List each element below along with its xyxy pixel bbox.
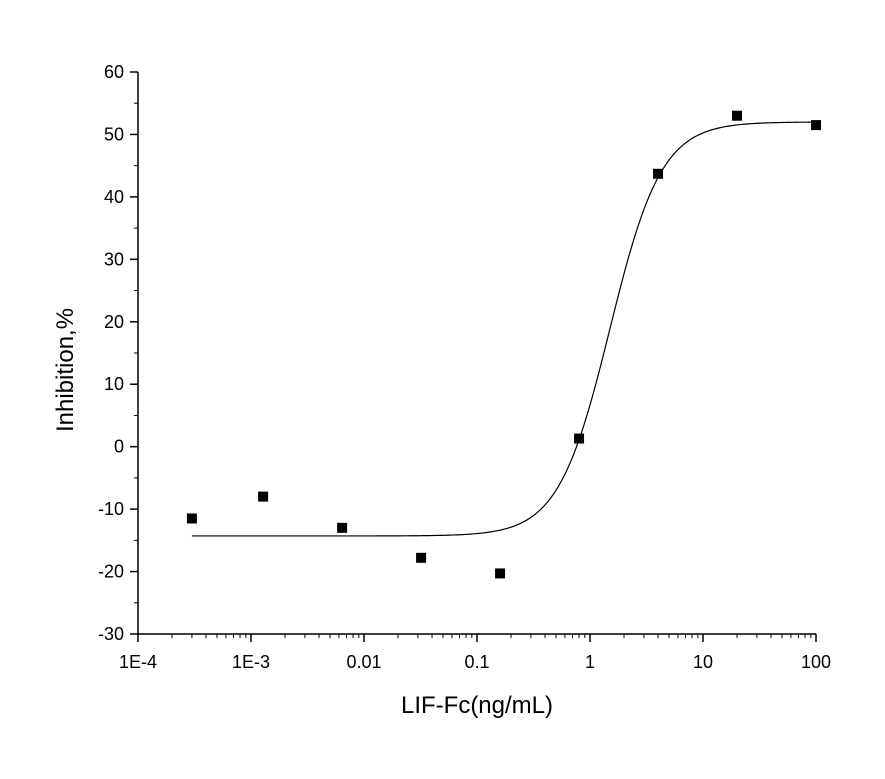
y-tick-label: 60 [104,62,124,82]
y-tick-label: 30 [104,249,124,269]
y-tick-label: 0 [114,437,124,457]
x-tick-label: 1E-3 [232,652,270,672]
x-tick-label: 1E-4 [119,652,157,672]
x-tick-label: 0.1 [464,652,489,672]
data-point [574,433,585,444]
y-axis-ticks: -30 -20 -10 0 10 20 30 40 50 60 [98,62,138,644]
data-point [732,110,743,121]
y-tick-label: 50 [104,124,124,144]
y-tick-label: -10 [98,499,124,519]
y-tick-label: -20 [98,562,124,582]
fit-curve [191,121,817,537]
x-axis-ticks: 1E-4 1E-3 0.01 0.1 1 10 100 [119,634,831,672]
y-tick-label: 10 [104,374,124,394]
y-tick-label: -30 [98,624,124,644]
x-axis-title: LIF-Fc(ng/mL) [401,692,553,719]
data-point [337,522,348,533]
y-tick-label: 40 [104,187,124,207]
fit-curve-group [191,121,817,537]
data-point [811,120,821,131]
data-point [258,491,269,502]
x-tick-label: 0.01 [346,652,381,672]
x-tick-label: 100 [801,652,831,672]
axes [137,72,816,635]
x-tick-label: 1 [585,652,595,672]
y-tick-label: 20 [104,312,124,332]
x-tick-label: 10 [693,652,713,672]
data-point [416,552,427,563]
data-point [653,168,664,179]
data-points [186,110,821,579]
data-point [186,513,197,524]
y-axis-title: Inhibition,% [52,308,79,432]
data-point [495,568,506,579]
